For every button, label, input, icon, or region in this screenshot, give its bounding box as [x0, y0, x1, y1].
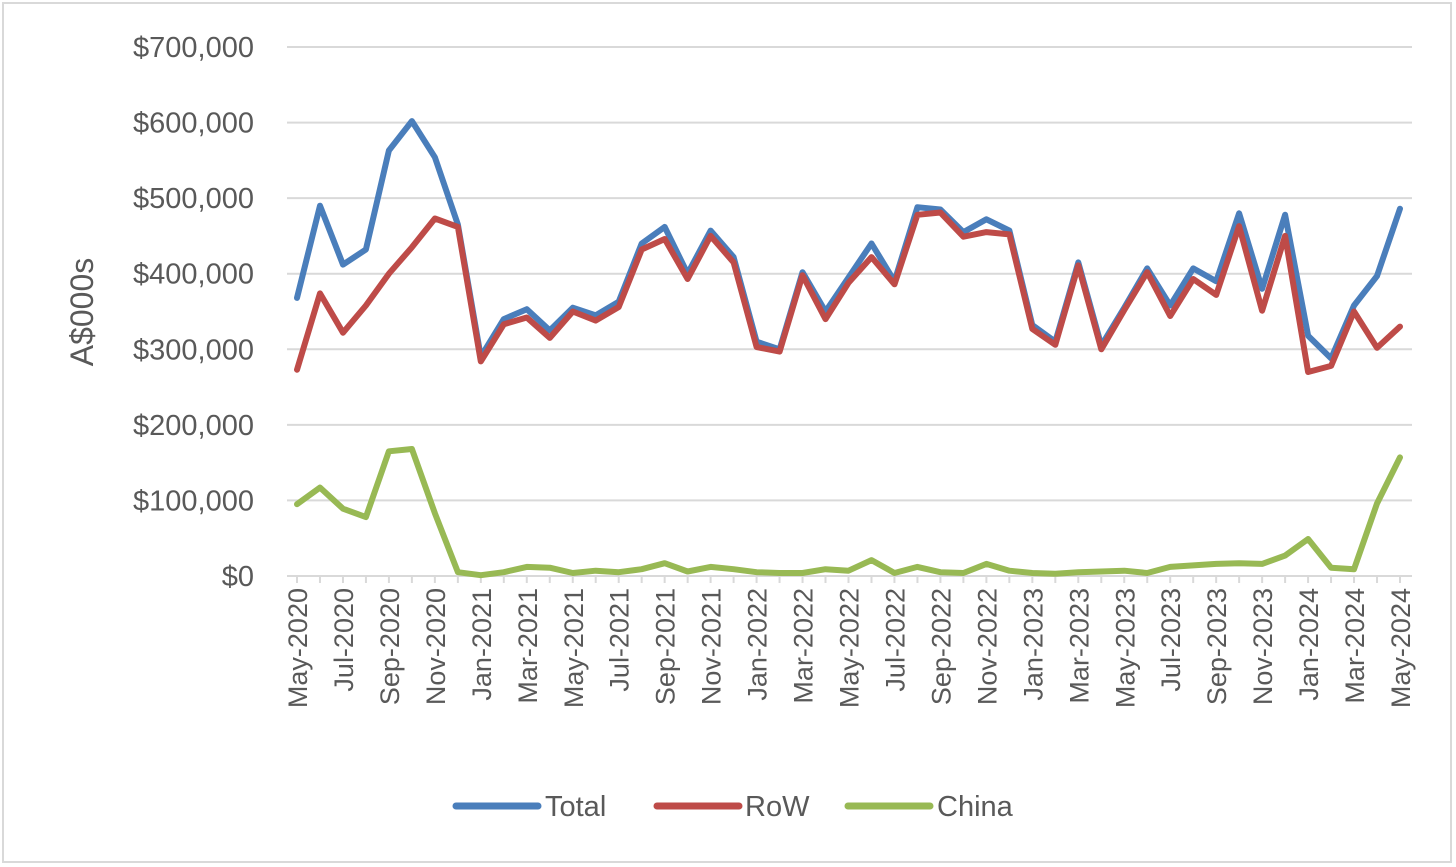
x-tick-label: Jan-2023: [1018, 588, 1048, 701]
x-tick-label: Mar-2023: [1064, 588, 1094, 704]
x-tick-label: Nov-2021: [697, 588, 727, 705]
x-tick-label: Sep-2023: [1202, 588, 1232, 705]
gridlines: [287, 46, 1412, 502]
y-tick-label: $200,000: [133, 410, 254, 442]
y-tick-label: $500,000: [133, 183, 254, 215]
y-tick-label: $300,000: [133, 334, 254, 366]
series-line-row: [294, 209, 1403, 375]
x-tick-label: Sep-2020: [375, 588, 405, 705]
y-axis-title: A$000s: [64, 258, 100, 367]
y-tick-label: $700,000: [133, 32, 254, 64]
tick-labels: $0 $100,000 $200,000 $300,000 $400,000 $500,0…: [133, 32, 1416, 708]
x-tick-label: Jan-2022: [743, 588, 773, 701]
axes: [287, 575, 1412, 583]
x-tick-label: May-2024: [1386, 588, 1416, 708]
x-tick-label: Jul-2021: [605, 588, 635, 692]
legend: Total RoW China: [452, 791, 1014, 823]
legend-item-row: RoW: [653, 791, 810, 823]
legend-label: Total: [545, 791, 606, 823]
x-tick-label: May-2020: [283, 588, 313, 708]
x-tick-label: Mar-2022: [789, 588, 819, 704]
x-tick-label: Jul-2022: [880, 588, 910, 692]
series-lines: [294, 118, 1403, 579]
legend-item-china: China: [844, 791, 1014, 823]
x-tick-label: Nov-2023: [1248, 588, 1278, 705]
x-tick-label: Sep-2022: [926, 588, 956, 705]
x-tick-label: Mar-2021: [513, 588, 543, 704]
x-tick-label: Mar-2024: [1340, 588, 1370, 704]
x-tick-label: Jan-2024: [1294, 588, 1324, 701]
series-line-china: [294, 446, 1403, 579]
y-tick-label: $0: [222, 561, 254, 593]
x-tick-label: Sep-2021: [651, 588, 681, 705]
x-tick-label: May-2022: [835, 588, 865, 708]
y-tick-label: $600,000: [133, 108, 254, 140]
legend-label: China: [937, 791, 1014, 823]
x-tick-label: Jul-2020: [329, 588, 359, 692]
x-tick-label: May-2023: [1110, 588, 1140, 708]
x-tick-label: Nov-2020: [421, 588, 451, 705]
y-tick-label: $400,000: [133, 259, 254, 291]
line-chart: $0 $100,000 $200,000 $300,000 $400,000 $500,0…: [64, 32, 1416, 823]
x-tick-label: Nov-2022: [972, 588, 1002, 705]
x-tick-label: Jul-2023: [1156, 588, 1186, 692]
x-tick-label: Jan-2021: [467, 588, 497, 701]
y-tick-label: $100,000: [133, 485, 254, 517]
legend-label: RoW: [745, 791, 810, 823]
x-tick-label: May-2021: [559, 588, 589, 708]
legend-item-total: Total: [452, 791, 606, 823]
